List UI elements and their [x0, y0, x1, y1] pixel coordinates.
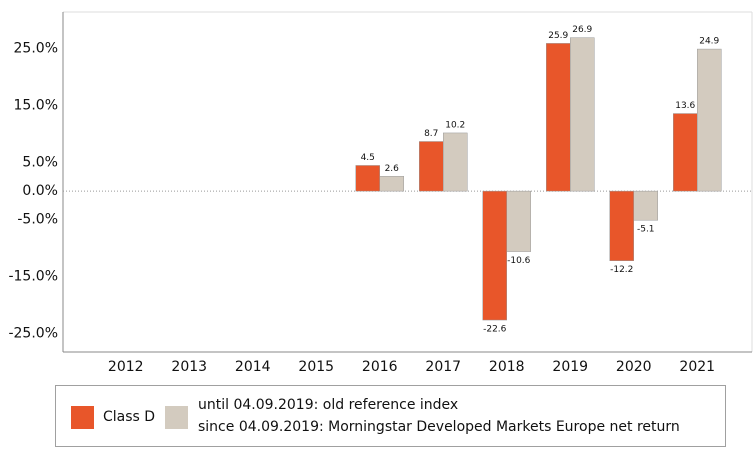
x-tick-label: 2012: [108, 359, 144, 375]
y-tick-label: -15.0%: [8, 269, 58, 285]
bar: [482, 190, 507, 321]
data-label: -22.6: [483, 325, 507, 335]
x-tick-label: 2017: [425, 359, 461, 375]
x-tick-label: 2018: [489, 359, 525, 375]
bar: [633, 190, 658, 221]
bar: [697, 48, 722, 192]
bar: [673, 113, 698, 192]
data-label: 10.2: [445, 120, 465, 130]
data-label: 24.9: [699, 37, 719, 47]
bar: [419, 141, 444, 192]
bar: [355, 165, 380, 192]
y-tick-label: 0.0%: [22, 183, 58, 199]
x-tick-label: 2016: [362, 359, 398, 375]
data-label: 8.7: [424, 129, 438, 139]
x-tick-label: 2021: [679, 359, 715, 375]
data-label: -12.2: [610, 265, 633, 275]
legend-swatch: [165, 406, 188, 429]
y-tick-label: 25.0%: [14, 41, 58, 57]
legend-label: Class D: [103, 409, 156, 425]
chart: 25.0% 15.0% 5.0% 0.0% -5.0% -15.0% -25.0% 2012 2…: [8, 11, 753, 375]
data-label: -10.6: [507, 256, 531, 266]
bar: [546, 43, 571, 192]
data-label: 26.9: [572, 25, 592, 35]
legend: Class D until 04.09.2019: old reference i…: [55, 385, 726, 447]
legend-label: until 04.09.2019: old reference index si…: [198, 397, 680, 435]
data-label: 25.9: [548, 31, 568, 41]
bar: [570, 37, 595, 192]
y-tick-label: 5.0%: [22, 155, 58, 171]
x-tick-label: 2020: [616, 359, 652, 375]
bar: [609, 190, 634, 261]
data-label: 2.6: [385, 164, 400, 174]
y-tick-label: -5.0%: [17, 212, 58, 228]
y-tick-label: -25.0%: [8, 326, 58, 342]
data-label: 13.6: [675, 101, 695, 111]
y-tick-label: 15.0%: [14, 98, 58, 114]
x-tick-label: 2019: [552, 359, 588, 375]
x-tick-label: 2013: [171, 359, 207, 375]
bar: [506, 190, 531, 252]
x-tick-label: 2014: [235, 359, 271, 375]
bar: [443, 132, 468, 192]
bar: [379, 176, 404, 192]
data-label: -5.1: [637, 225, 655, 235]
data-label: 4.5: [361, 153, 375, 163]
legend-swatch: [71, 406, 94, 429]
x-tick-label: 2015: [298, 359, 334, 375]
